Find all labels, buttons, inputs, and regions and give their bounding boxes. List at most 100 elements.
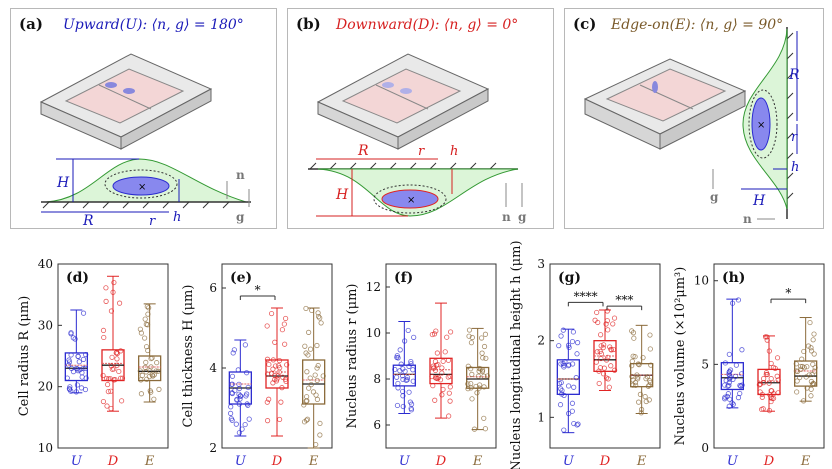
data-point xyxy=(798,363,804,370)
panel-a: (a) Upward(U): ⟨n, g⟩ = 180° × H R r xyxy=(10,8,277,229)
data-point xyxy=(556,380,563,387)
data-point xyxy=(445,374,451,380)
y-tick-label: 10 xyxy=(366,326,381,340)
data-point xyxy=(236,401,242,407)
data-point xyxy=(775,377,781,383)
data-point xyxy=(264,399,270,405)
dim-r: r xyxy=(791,130,798,145)
data-point xyxy=(801,365,807,371)
data-point xyxy=(303,305,309,312)
data-point xyxy=(763,371,769,378)
data-point xyxy=(735,297,742,303)
data-point xyxy=(231,347,237,353)
data-point xyxy=(242,342,248,348)
data-point xyxy=(739,382,745,388)
data-point xyxy=(228,381,235,387)
data-point xyxy=(811,331,817,337)
data-point xyxy=(738,383,744,389)
data-point xyxy=(483,355,489,361)
panel-title: Edge-on(E): ⟨n, g⟩ = 90° xyxy=(611,17,784,33)
data-point xyxy=(307,375,313,381)
box xyxy=(429,357,453,385)
data-point xyxy=(229,373,236,379)
data-point xyxy=(630,382,636,388)
data-point xyxy=(445,357,452,363)
data-point xyxy=(138,330,144,336)
data-point xyxy=(481,415,487,421)
data-point xyxy=(612,367,618,373)
dim-R: R xyxy=(357,143,369,159)
data-point xyxy=(154,360,160,366)
nucleus-icon xyxy=(751,97,771,151)
data-point xyxy=(766,348,772,354)
data-point xyxy=(594,309,600,316)
data-point xyxy=(397,347,403,353)
data-point xyxy=(394,354,400,361)
edge-on-schematic: × R r h H g n xyxy=(583,27,800,226)
data-point xyxy=(101,334,107,341)
data-point xyxy=(476,365,482,372)
significance-label: * xyxy=(255,283,261,297)
data-point xyxy=(569,361,576,367)
data-point xyxy=(434,350,440,356)
normal-label: n xyxy=(236,168,245,182)
data-point xyxy=(648,362,654,368)
data-point xyxy=(100,327,107,334)
data-point xyxy=(272,363,279,369)
data-point xyxy=(630,330,637,336)
data-point xyxy=(598,332,604,338)
data-point xyxy=(477,382,483,388)
data-point xyxy=(644,374,651,380)
data-point xyxy=(264,418,271,424)
data-point xyxy=(810,380,816,387)
data-point xyxy=(264,356,271,362)
box xyxy=(757,368,781,396)
data-point xyxy=(266,361,272,368)
data-point xyxy=(807,319,813,326)
data-point xyxy=(737,382,743,389)
y-tick-label: 3 xyxy=(537,257,545,271)
data-point xyxy=(561,362,567,368)
data-point xyxy=(245,384,251,391)
dim-h: h xyxy=(173,210,181,225)
nucleus-icon xyxy=(112,176,170,196)
downward-schematic: × R r h H n g xyxy=(308,53,527,224)
data-point xyxy=(303,398,309,404)
data-point xyxy=(314,396,321,402)
y-tick-label: 2 xyxy=(209,441,217,455)
data-point xyxy=(138,391,145,397)
chart-g: (g) 1 2 3 Nucleus longitudinal height h (μm)… xyxy=(509,240,661,469)
significance-label: * xyxy=(785,286,791,300)
data-point xyxy=(435,361,441,368)
data-point xyxy=(392,366,398,373)
data-point xyxy=(277,416,283,423)
data-point xyxy=(560,327,566,333)
data-point xyxy=(230,350,236,356)
data-point xyxy=(235,367,241,373)
data-point xyxy=(114,362,120,368)
data-point xyxy=(437,377,444,383)
y-tick-label: 10 xyxy=(38,441,53,455)
data-point xyxy=(410,378,416,384)
data-point xyxy=(761,376,767,382)
data-point xyxy=(479,368,486,375)
data-point xyxy=(74,382,81,388)
data-point xyxy=(317,420,323,427)
data-point xyxy=(606,384,612,390)
data-point xyxy=(143,369,149,375)
data-point xyxy=(759,394,765,400)
category-label: E xyxy=(472,454,483,469)
data-point xyxy=(408,405,414,412)
data-point xyxy=(732,373,739,379)
data-point xyxy=(317,315,323,321)
data-point xyxy=(439,365,445,371)
data-point xyxy=(629,358,635,364)
data-point xyxy=(236,391,242,397)
data-point xyxy=(400,366,406,372)
data-point xyxy=(794,378,800,384)
data-point xyxy=(439,392,445,398)
data-point xyxy=(116,300,123,306)
dim-H: H xyxy=(752,193,766,209)
data-point xyxy=(760,406,766,412)
box xyxy=(556,359,580,395)
